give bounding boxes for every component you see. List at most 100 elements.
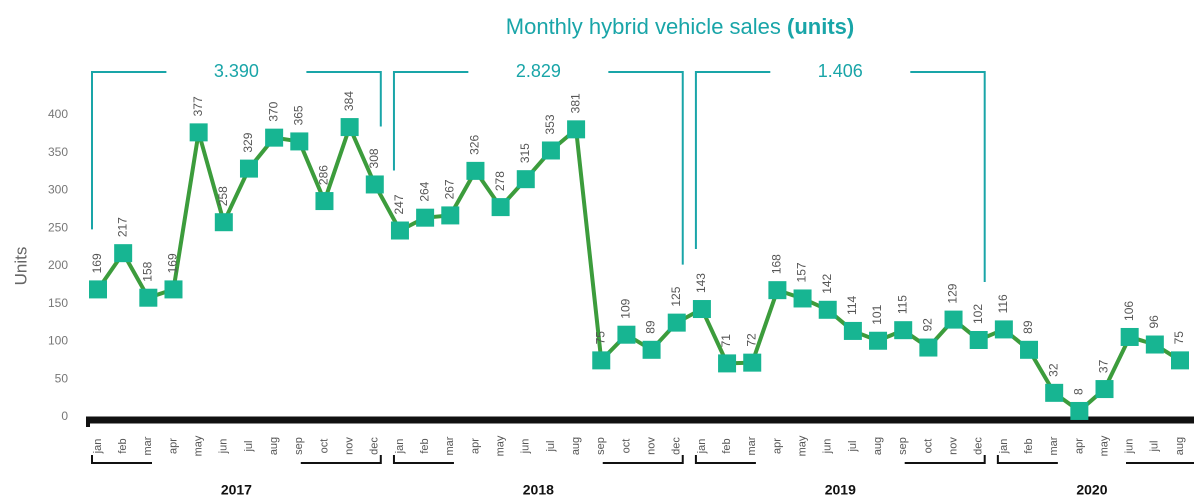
x-tick-label: sep	[595, 437, 607, 455]
x-tick-label: nov	[947, 437, 959, 455]
marker	[466, 161, 485, 180]
x-tick-label: apr	[1073, 438, 1085, 454]
marker	[667, 313, 686, 332]
data-label: 264	[417, 181, 431, 201]
marker	[818, 300, 837, 319]
data-label: 89	[644, 320, 658, 334]
x-tick-label: jan	[696, 439, 708, 455]
total-bracket	[392, 71, 684, 265]
x-tick-label: apr	[771, 438, 783, 454]
marker	[89, 280, 107, 299]
x-tick-label: aug	[570, 437, 582, 455]
x-tick-label: nov	[344, 437, 356, 455]
marker	[290, 132, 309, 151]
marker	[894, 321, 913, 340]
marker	[441, 206, 460, 225]
marker	[793, 289, 812, 308]
marker	[365, 175, 384, 194]
x-tick-label: aug	[1174, 437, 1186, 455]
marker	[642, 340, 661, 359]
marker	[869, 331, 888, 350]
year-bracket	[392, 455, 684, 464]
x-tick-label: mar	[142, 436, 154, 455]
data-label: 96	[1147, 315, 1161, 329]
marker	[843, 321, 862, 340]
x-tick-label: may	[495, 435, 507, 456]
data-label: 217	[115, 217, 129, 237]
marker	[340, 118, 359, 137]
year-bracket	[694, 455, 986, 464]
data-label: 365	[291, 105, 305, 125]
data-label: 381	[568, 93, 582, 113]
marker	[1171, 351, 1189, 370]
data-label: 384	[342, 91, 356, 111]
marker	[491, 198, 510, 217]
data-label: 377	[191, 96, 205, 116]
x-tick-label: jul	[1149, 440, 1161, 452]
data-label: 8	[1072, 388, 1086, 395]
marker	[969, 330, 988, 349]
marker	[239, 159, 258, 178]
data-label: 32	[1046, 363, 1060, 377]
x-tick-label: apr	[167, 438, 179, 454]
x-tick-label: may	[796, 435, 808, 456]
title-bold: (units)	[787, 14, 854, 39]
marker	[1145, 335, 1164, 354]
data-label: 75	[593, 331, 607, 345]
data-label: 143	[694, 273, 708, 293]
data-label: 258	[216, 186, 230, 206]
x-tick-label: jan	[394, 439, 406, 455]
total-bracket	[694, 71, 986, 282]
y-tick-label: 150	[48, 296, 68, 310]
year-total: 2.829	[516, 61, 561, 81]
x-tick-label: feb	[117, 438, 129, 453]
marker	[592, 351, 611, 370]
x-tick-label: nov	[645, 437, 657, 455]
data-label: 101	[870, 304, 884, 324]
y-tick-label: 350	[48, 145, 68, 159]
marker	[944, 310, 963, 329]
x-tick-label: sep	[897, 437, 909, 455]
x-tick-label: aug	[872, 437, 884, 455]
marker	[617, 325, 636, 344]
y-tick-label: 0	[61, 409, 68, 423]
y-tick-label: 50	[55, 371, 69, 385]
data-label: 278	[493, 171, 507, 191]
data-label: 115	[895, 295, 909, 314]
y-tick-label: 400	[48, 107, 68, 121]
marker	[416, 208, 435, 227]
year-total: 1.406	[818, 61, 863, 81]
x-tick-label: jan	[92, 439, 104, 455]
marker	[1095, 380, 1114, 399]
data-label: 125	[669, 286, 683, 306]
x-tick-label: jan	[998, 439, 1010, 455]
y-tick-label: 250	[48, 220, 68, 234]
marker	[994, 320, 1013, 339]
chart-title: Monthly hybrid vehicle sales (units)	[506, 14, 854, 39]
data-label: 114	[845, 295, 859, 314]
data-label: 116	[996, 294, 1010, 313]
marker	[265, 128, 284, 147]
marker	[164, 280, 183, 299]
x-tick-label: jun	[520, 439, 532, 455]
year-label: 2018	[523, 482, 554, 498]
data-label: 37	[1097, 359, 1111, 373]
x-tick-label: oct	[922, 439, 934, 454]
marker	[189, 123, 208, 142]
marker	[516, 170, 535, 189]
data-label: 129	[946, 283, 960, 303]
marker	[390, 221, 409, 240]
marker	[139, 288, 158, 307]
data-label: 157	[795, 262, 809, 282]
data-label: 109	[619, 298, 633, 318]
data-label: 353	[543, 114, 557, 134]
x-tick-label: apr	[469, 438, 481, 454]
marker	[315, 192, 334, 211]
x-tick-label: jun	[822, 439, 834, 455]
marker	[214, 213, 233, 232]
x-tick-label: jul	[847, 440, 859, 452]
x-tick-label: may	[1098, 435, 1110, 456]
x-tick-label: dec	[369, 437, 381, 455]
year-total: 3.390	[214, 61, 259, 81]
marker	[718, 354, 737, 373]
